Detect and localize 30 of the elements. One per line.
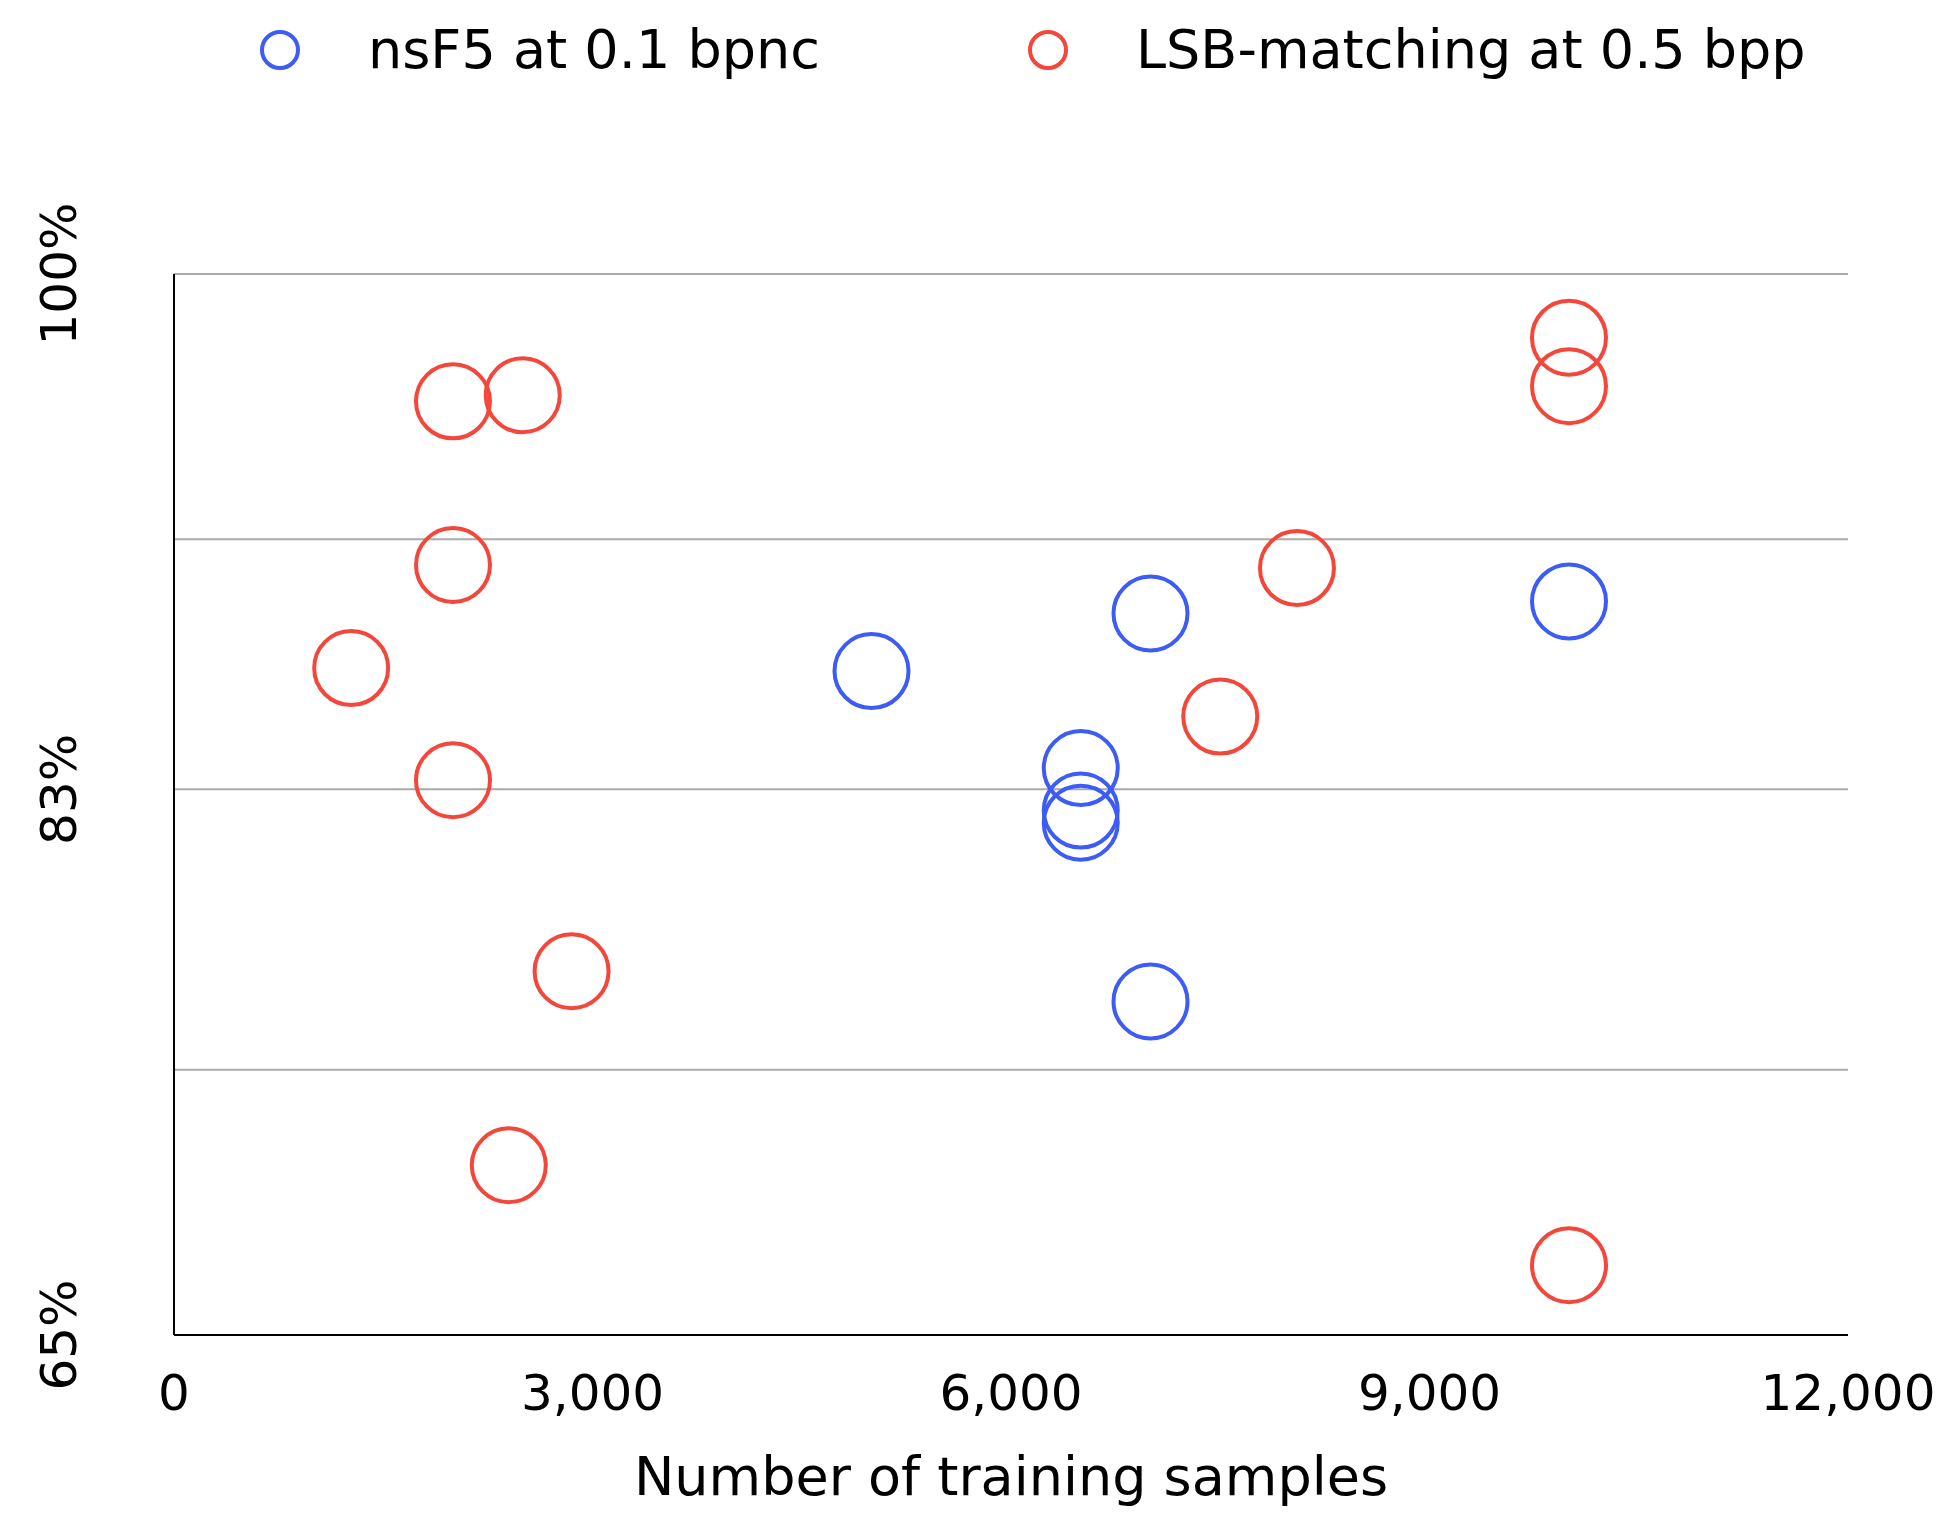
point [1181,677,1260,756]
x-tick-label: 12,000 [1760,1364,1936,1422]
point [312,629,391,708]
legend-label: LSB-matching at 0.5 bpp [1136,18,1806,81]
y-tick-label: 83% [30,733,88,845]
point [1041,729,1120,808]
point [1530,298,1608,377]
point [832,632,911,711]
point [1111,574,1190,653]
x-tick-label: 0 [158,1364,190,1422]
x-axis-title: Number of training samples [633,1445,1389,1508]
point [1257,529,1336,608]
point [483,356,562,435]
x-tick-label: 9,000 [1357,1364,1502,1422]
point [1041,771,1120,850]
point [414,741,492,820]
point [1041,783,1120,862]
y-tick-label: 100% [30,202,88,346]
point [1530,347,1608,426]
point [1530,562,1608,641]
point [1111,962,1190,1041]
x-tick-label: 3,000 [520,1364,665,1422]
point [469,1126,548,1205]
point [1530,1226,1608,1305]
x-tick-label: 6,000 [939,1364,1083,1422]
point [414,526,492,605]
y-tick-label: 65% [30,1279,88,1391]
point [532,932,611,1011]
point [414,362,492,441]
legend-label: nsF5 at 0.1 bpnc [368,18,820,81]
